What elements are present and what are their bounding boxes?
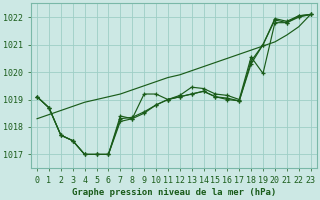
X-axis label: Graphe pression niveau de la mer (hPa): Graphe pression niveau de la mer (hPa) [72, 188, 276, 197]
